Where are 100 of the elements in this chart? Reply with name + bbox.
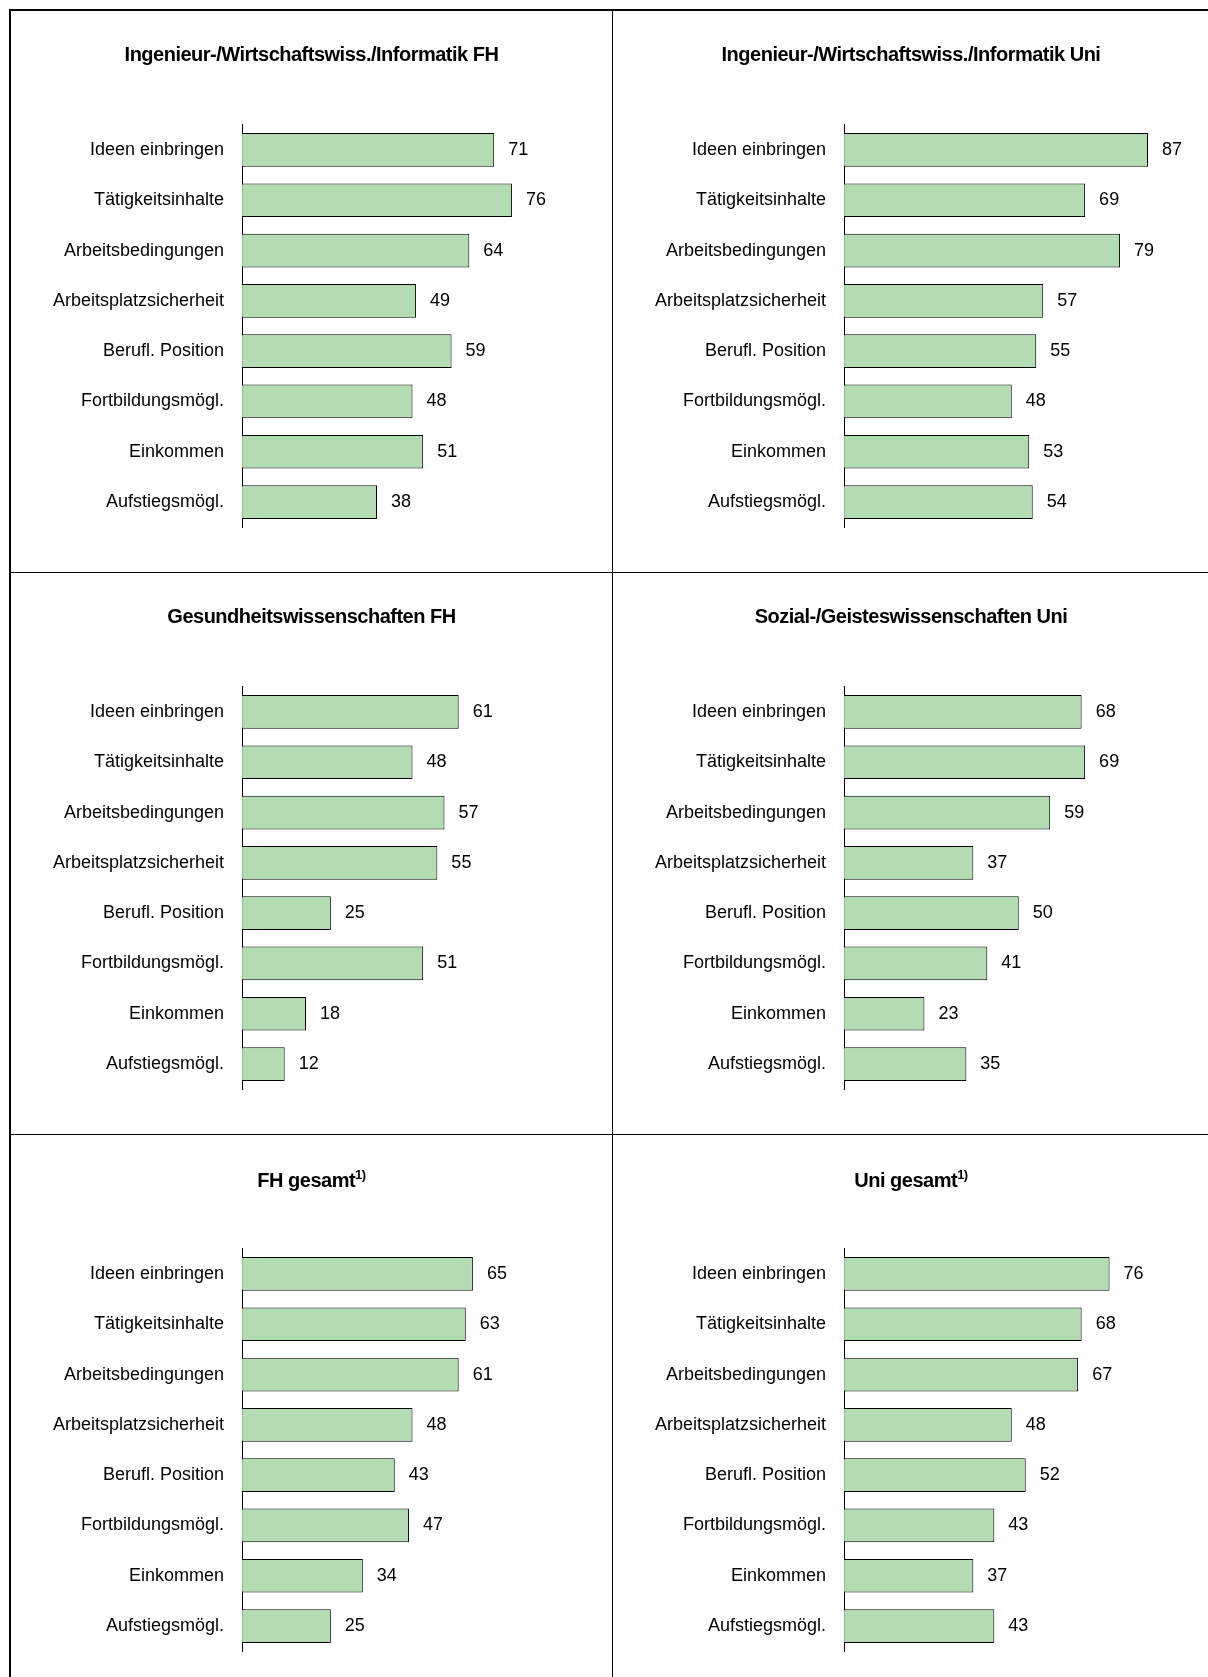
data-label: 79 <box>1134 239 1155 260</box>
y-tick-label: Tätigkeitsinhalte <box>94 1313 225 1334</box>
y-tick-label: Berufl. Position <box>705 340 827 361</box>
data-label: 57 <box>458 801 479 822</box>
y-tick-label: Ideen einbringen <box>89 700 225 721</box>
y-tick-label: Arbeitsbedingungen <box>63 239 225 260</box>
data-label: 61 <box>472 700 493 721</box>
data-label: 69 <box>1099 189 1120 210</box>
y-tick-label: Arbeitsbedingungen <box>665 1363 827 1384</box>
y-tick-label: Berufl. Position <box>705 902 827 923</box>
y-tick-label: Tätigkeitsinhalte <box>94 189 225 210</box>
data-label: 53 <box>1043 440 1064 461</box>
data-label: 67 <box>1092 1363 1113 1384</box>
data-label: 54 <box>1046 491 1067 512</box>
chart-title: Ingenieur-/Wirtschaftswiss./Informatik FH <box>123 43 500 66</box>
data-label: 51 <box>437 952 458 973</box>
y-tick-label: Berufl. Position <box>103 1464 225 1485</box>
data-label: 59 <box>1064 801 1085 822</box>
y-tick-label: Ideen einbringen <box>691 1262 827 1283</box>
y-tick-label: Aufstiegsmögl. <box>708 1615 827 1636</box>
data-label: 12 <box>298 1053 319 1074</box>
y-tick-label: Arbeitsplatzsicherheit <box>52 289 225 310</box>
y-tick-label: Aufstiegsmögl. <box>106 1053 225 1074</box>
data-label: 71 <box>508 138 529 159</box>
data-label: 59 <box>465 340 486 361</box>
y-tick-label: Arbeitsplatzsicherheit <box>654 289 827 310</box>
data-label: 68 <box>1095 1313 1116 1334</box>
y-tick-label: Einkommen <box>129 1564 225 1585</box>
y-tick-label: Fortbildungsmögl. <box>683 390 827 411</box>
data-label: 43 <box>1008 1514 1029 1535</box>
y-tick-label: Fortbildungsmögl. <box>81 1514 225 1535</box>
data-label: 48 <box>426 751 447 772</box>
chart-title: Gesundheitswissenschaften FH <box>166 605 457 628</box>
y-tick-label: Fortbildungsmögl. <box>81 390 225 411</box>
y-tick-label: Fortbildungsmögl. <box>683 952 827 973</box>
chart-title: Uni gesamt$^{1)}$ <box>853 1167 969 1192</box>
data-label: 51 <box>437 440 458 461</box>
y-tick-label: Ideen einbringen <box>89 138 225 159</box>
y-tick-label: Arbeitsplatzsicherheit <box>654 851 827 872</box>
data-label: 38 <box>391 491 412 512</box>
y-tick-label: Tätigkeitsinhalte <box>696 189 827 210</box>
data-label: 43 <box>408 1464 429 1485</box>
y-tick-label: Arbeitsbedingungen <box>665 239 827 260</box>
y-tick-label: Ideen einbringen <box>691 138 827 159</box>
y-tick-label: Tätigkeitsinhalte <box>696 751 827 772</box>
y-tick-label: Einkommen <box>731 1002 827 1023</box>
data-label: 76 <box>525 189 546 210</box>
y-tick-label: Aufstiegsmögl. <box>106 491 225 512</box>
data-label: 48 <box>1025 1413 1046 1434</box>
y-tick-label: Ideen einbringen <box>691 700 827 721</box>
y-tick-label: Einkommen <box>731 440 827 461</box>
data-label: 55 <box>1050 340 1071 361</box>
y-tick-label: Berufl. Position <box>705 1464 827 1485</box>
data-label: 52 <box>1039 1464 1060 1485</box>
data-label: 34 <box>376 1564 397 1585</box>
data-label: 64 <box>483 239 504 260</box>
data-label: 61 <box>472 1363 493 1384</box>
data-label: 43 <box>1008 1615 1029 1636</box>
data-label: 37 <box>987 1564 1008 1585</box>
data-label: 25 <box>344 1615 365 1636</box>
data-label: 50 <box>1032 902 1053 923</box>
data-label: 48 <box>426 390 447 411</box>
data-label: 87 <box>1162 138 1183 159</box>
y-tick-label: Berufl. Position <box>103 340 225 361</box>
y-tick-label: Fortbildungsmögl. <box>683 1514 827 1535</box>
y-tick-label: Arbeitsplatzsicherheit <box>654 1413 827 1434</box>
y-tick-label: Aufstiegsmögl. <box>106 1615 225 1636</box>
y-tick-label: Aufstiegsmögl. <box>708 1053 827 1074</box>
y-tick-label: Arbeitsbedingungen <box>63 801 225 822</box>
y-tick-label: Einkommen <box>731 1564 827 1585</box>
y-tick-label: Berufl. Position <box>103 902 225 923</box>
y-tick-label: Einkommen <box>129 1002 225 1023</box>
y-tick-label: Arbeitsbedingungen <box>63 1363 225 1384</box>
data-label: 57 <box>1057 289 1078 310</box>
chart-title: Ingenieur-/Wirtschaftswiss./Informatik Uni <box>720 43 1102 66</box>
data-label: 25 <box>344 902 365 923</box>
data-label: 18 <box>319 1002 341 1023</box>
data-label: 35 <box>980 1053 1001 1074</box>
data-label: 37 <box>987 851 1008 872</box>
chart-title: FH gesamt$^{1)}$ <box>256 1167 367 1192</box>
y-tick-label: Ideen einbringen <box>89 1262 225 1283</box>
data-label: 76 <box>1123 1262 1144 1283</box>
data-label: 48 <box>426 1413 447 1434</box>
data-label: 41 <box>1001 952 1022 973</box>
y-tick-label: Arbeitsbedingungen <box>665 801 827 822</box>
data-label: 68 <box>1095 700 1116 721</box>
data-label: 48 <box>1025 390 1046 411</box>
y-tick-label: Fortbildungsmögl. <box>81 952 225 973</box>
y-tick-label: Einkommen <box>129 440 225 461</box>
y-tick-label: Tätigkeitsinhalte <box>696 1313 827 1334</box>
y-tick-label: Tätigkeitsinhalte <box>94 751 225 772</box>
data-label: 69 <box>1099 751 1120 772</box>
data-label: 65 <box>486 1262 507 1283</box>
data-label: 63 <box>479 1313 500 1334</box>
data-label: 47 <box>422 1514 443 1535</box>
data-label: 49 <box>430 289 451 310</box>
chart-title: Sozial-/Geisteswissenschaften Uni <box>753 605 1069 628</box>
data-label: 23 <box>938 1002 959 1023</box>
y-tick-label: Aufstiegsmögl. <box>708 491 827 512</box>
y-tick-label: Arbeitsplatzsicherheit <box>52 851 225 872</box>
